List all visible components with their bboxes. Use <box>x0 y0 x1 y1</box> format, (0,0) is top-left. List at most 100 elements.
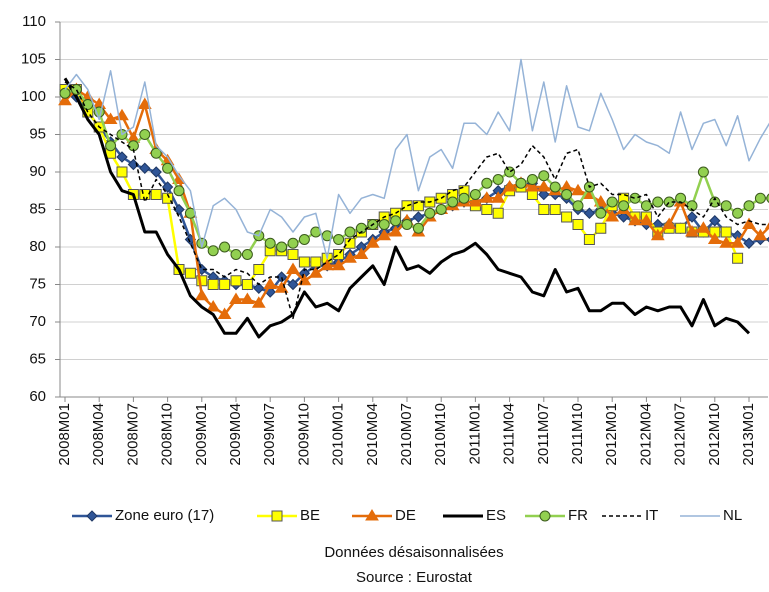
x-tick-label: 2010M01 <box>330 403 347 466</box>
point-marker <box>469 189 481 200</box>
x-tick-label: 2012M01 <box>603 403 620 466</box>
y-tick-label: 110 <box>22 13 46 30</box>
point-marker <box>561 189 573 200</box>
y-tick-label: 95 <box>29 125 46 142</box>
point-marker <box>162 162 174 174</box>
point-marker <box>468 195 483 207</box>
point-marker <box>173 185 185 197</box>
point-marker <box>230 249 242 260</box>
point-marker <box>696 221 711 233</box>
point-marker <box>502 180 517 192</box>
point-marker <box>139 189 151 200</box>
point-marker <box>720 200 732 212</box>
point-marker <box>365 236 380 248</box>
point-marker <box>276 241 288 253</box>
point-marker <box>412 211 425 223</box>
point-marker <box>719 236 734 248</box>
point-marker <box>331 258 346 271</box>
y-tick-label: 100 <box>21 88 46 105</box>
point-marker <box>536 180 551 192</box>
point-marker <box>184 267 196 279</box>
point-marker <box>481 204 493 215</box>
point-marker <box>652 196 664 208</box>
point-marker <box>310 256 322 268</box>
x-tick-label: 2008M01 <box>56 403 73 466</box>
point-marker <box>173 203 185 216</box>
point-marker <box>743 200 755 212</box>
point-marker <box>549 204 561 215</box>
point-marker <box>743 237 755 249</box>
point-marker <box>732 252 744 264</box>
point-marker <box>230 275 242 287</box>
point-marker <box>207 245 219 257</box>
x-tick-label: 2008M10 <box>159 403 176 466</box>
point-marker <box>629 192 641 204</box>
point-marker <box>161 181 174 193</box>
point-marker <box>139 129 151 140</box>
y-tick-label: 105 <box>21 50 46 67</box>
point-marker <box>150 147 162 159</box>
point-marker <box>447 196 459 208</box>
point-marker <box>571 183 585 196</box>
point-marker <box>240 292 255 304</box>
point-marker <box>732 207 744 219</box>
y-tick-label: 65 <box>29 350 46 367</box>
point-marker <box>103 112 118 124</box>
legend-label: IT <box>645 507 658 524</box>
point-marker <box>639 213 654 226</box>
note: Données désaisonnalisées <box>324 544 503 561</box>
legend-marker <box>86 510 98 522</box>
x-tick-label: 2010M10 <box>432 403 449 466</box>
point-marker <box>241 249 253 260</box>
point-marker <box>70 84 82 95</box>
point-marker <box>492 174 504 185</box>
y-tick-label: 70 <box>29 313 46 330</box>
point-marker <box>253 264 265 275</box>
y-tick-label: 85 <box>29 200 46 217</box>
legend-label: Zone euro (17) <box>115 507 214 524</box>
point-marker <box>458 192 470 204</box>
point-marker <box>618 200 630 212</box>
point-marker <box>628 213 642 226</box>
point-marker <box>253 282 265 294</box>
point-marker <box>150 166 162 178</box>
point-marker <box>675 222 687 234</box>
point-marker <box>308 266 323 278</box>
point-marker <box>343 251 357 263</box>
x-tick-label: 2012M10 <box>706 403 723 466</box>
legend-label: NL <box>723 507 742 524</box>
point-marker <box>525 180 540 192</box>
point-marker <box>709 196 721 208</box>
x-tick-label: 2011M04 <box>501 403 518 464</box>
point-marker <box>435 204 447 215</box>
point-marker <box>401 219 413 230</box>
point-marker <box>538 188 550 201</box>
point-marker <box>162 192 174 204</box>
point-marker <box>194 288 209 301</box>
point-marker <box>196 275 208 287</box>
y-tick-label: 80 <box>29 238 46 255</box>
legend-marker <box>539 510 551 522</box>
point-marker <box>287 278 299 291</box>
point-marker <box>412 222 424 234</box>
point-marker <box>378 219 390 230</box>
point-marker <box>139 162 151 174</box>
point-marker <box>549 181 561 193</box>
point-marker <box>217 307 232 319</box>
x-tick-label: 2011M07 <box>535 403 552 464</box>
point-marker <box>730 236 745 248</box>
point-marker <box>377 228 392 241</box>
x-tick-label: 2012M04 <box>637 403 654 466</box>
point-marker <box>595 222 607 234</box>
point-marker <box>686 211 698 223</box>
x-tick-label: 2009M10 <box>295 403 312 466</box>
point-marker <box>707 232 722 244</box>
point-marker <box>298 256 310 268</box>
legend-marker <box>271 510 283 522</box>
point-marker <box>526 174 538 185</box>
point-marker <box>286 262 300 274</box>
x-tick-label: 2009M01 <box>193 403 210 466</box>
legend-label: BE <box>300 507 320 524</box>
point-marker <box>105 140 117 152</box>
